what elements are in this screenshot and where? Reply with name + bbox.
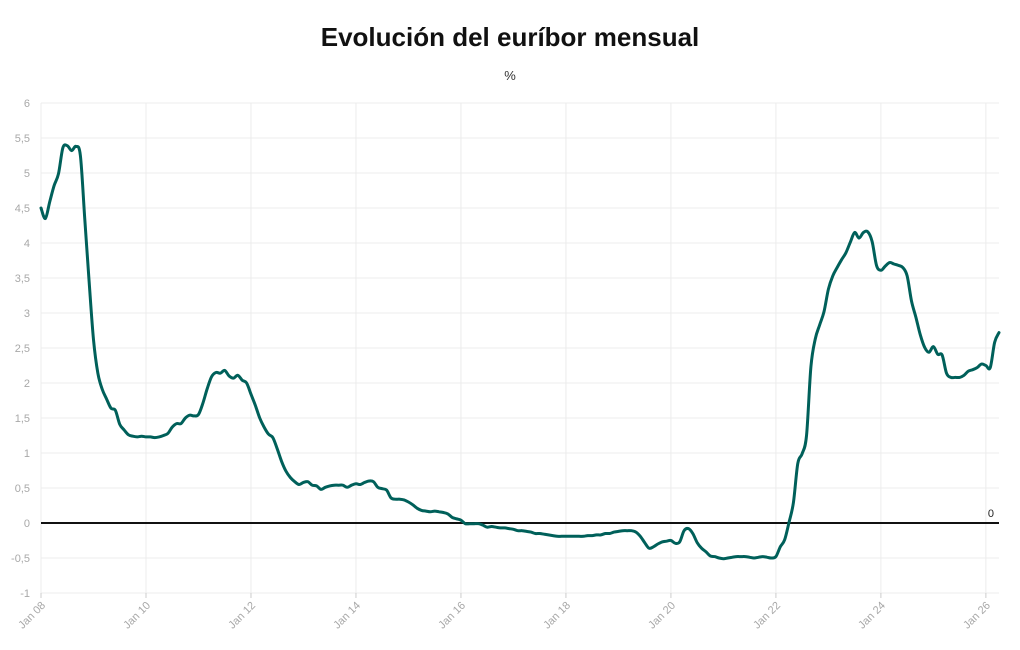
chart-subtitle: % — [504, 68, 516, 83]
series-line-euribor — [39, 143, 1001, 561]
y-tick-label: 2,5 — [15, 343, 30, 355]
x-tick-label: Jan 12 — [226, 600, 258, 632]
zero-line-label: 0 — [988, 508, 994, 520]
zero-reference: 0 — [41, 508, 999, 524]
x-tick-label: Jan 20 — [646, 600, 678, 632]
y-tick-label: 5,5 — [15, 133, 30, 145]
x-tick-label: Jan 24 — [856, 600, 888, 632]
x-tick-label: Jan 10 — [121, 600, 153, 632]
x-tick-label: Jan 16 — [436, 600, 468, 632]
y-tick-label: 4,5 — [15, 203, 30, 215]
x-tick-label: Jan 08 — [16, 600, 48, 632]
y-tick-label: 1,5 — [15, 413, 30, 425]
chart-title: Evolución del euríbor mensual — [320, 22, 700, 52]
y-tick-label: 2 — [24, 378, 30, 390]
y-tick-label: -0,5 — [11, 553, 30, 565]
x-axis-ticks: Jan 08 Jan 10 Jan 12 Jan 14 Jan 16 Jan 18 Jan … — [16, 600, 993, 632]
grid-lines — [40, 102, 999, 598]
series-layer — [39, 143, 1001, 561]
y-tick-label: 0 — [24, 518, 30, 530]
y-tick-label: -1 — [20, 588, 30, 600]
y-axis-ticks: -1 -0,5 0 0,5 1 1,5 2 2,5 3 3,5 4 4,5 5 5,5 6 — [11, 98, 30, 600]
y-tick-label: 3,5 — [15, 273, 30, 285]
y-tick-label: 3 — [24, 308, 30, 320]
y-tick-label: 6 — [24, 98, 30, 110]
x-tick-label: Jan 18 — [541, 600, 573, 632]
y-tick-label: 1 — [24, 448, 30, 460]
x-tick-label: Jan 26 — [961, 600, 993, 632]
x-tick-label: Jan 22 — [751, 600, 783, 632]
y-tick-label: 4 — [24, 238, 30, 250]
x-tick-label: Jan 14 — [331, 600, 363, 632]
y-tick-label: 5 — [24, 168, 30, 180]
y-tick-label: 0,5 — [15, 483, 30, 495]
